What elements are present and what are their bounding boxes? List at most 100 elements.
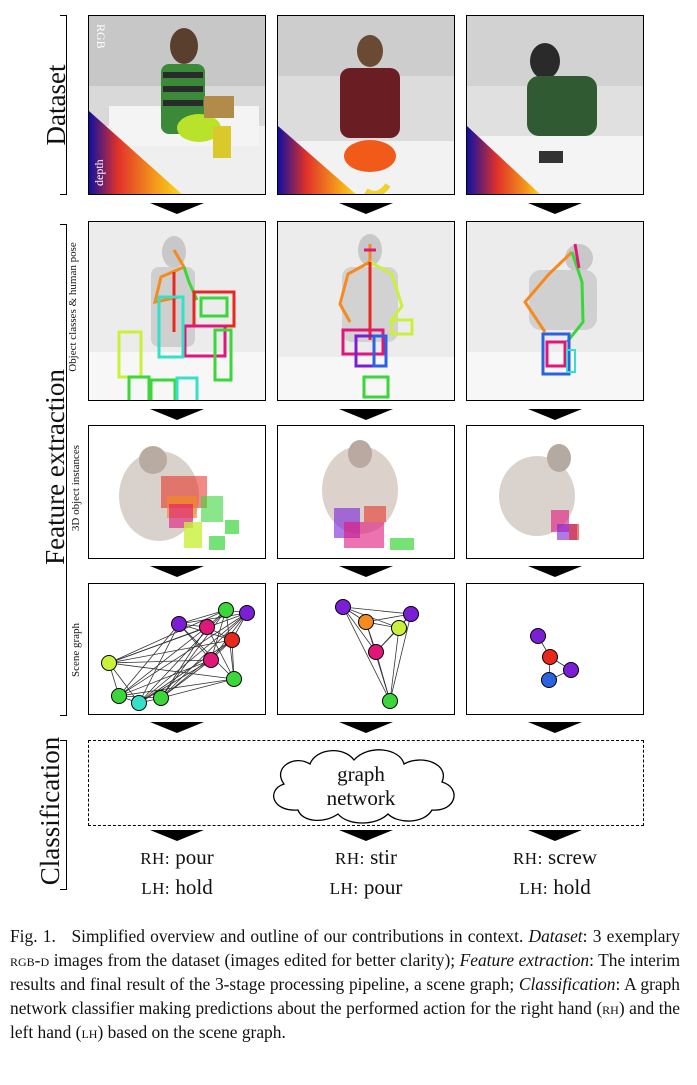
- caption-rgbd: rgb-d: [10, 950, 50, 970]
- instances-image-3: [466, 425, 644, 559]
- graph-node: [131, 695, 147, 711]
- graph-edge: [178, 612, 248, 625]
- rh-tag: RH:: [335, 849, 365, 868]
- arrow-down-icon: [339, 722, 393, 733]
- caption-dataset-text-a: : 3 exemplary: [582, 926, 680, 946]
- graph-edge: [389, 627, 400, 702]
- graph-node: [335, 599, 351, 615]
- dataset-image-2: [277, 15, 455, 195]
- lh-action: pour: [363, 875, 403, 899]
- graph-edge: [342, 606, 377, 653]
- depth-label: depth: [92, 159, 106, 186]
- bracket-dataset: [66, 15, 67, 195]
- row-label-3d-object-instances: 3D object instances: [70, 444, 82, 532]
- arrow-down-icon: [150, 566, 204, 577]
- prediction-3: RH: screw LH: hold: [460, 843, 650, 903]
- graph-edge: [160, 626, 208, 699]
- caption-rh: rh: [602, 998, 619, 1018]
- graph-edge: [118, 678, 235, 697]
- graph-edge: [138, 639, 233, 704]
- graph-node: [199, 619, 215, 635]
- graph-edge: [210, 609, 227, 661]
- arrow-down-icon: [528, 409, 582, 420]
- graph-edge: [160, 678, 235, 699]
- rh-action: screw: [548, 845, 598, 869]
- graph-edge: [160, 612, 248, 699]
- graph-edge: [108, 609, 227, 664]
- arrow-down-icon: [528, 722, 582, 733]
- graph-node: [530, 628, 546, 644]
- rh-tag: RH:: [140, 849, 171, 868]
- scene-graph-1: [88, 583, 266, 715]
- graph-edge: [342, 606, 412, 615]
- graph-edge: [118, 623, 180, 697]
- lh-tag: LH:: [329, 879, 359, 898]
- graph-edge: [118, 612, 248, 697]
- caption-class-text-b: ) and the left hand (: [10, 998, 680, 1042]
- graph-node: [403, 606, 419, 622]
- caption-intro: Simplified overview and outline of our c…: [71, 926, 524, 946]
- instances-image-1: [88, 425, 266, 559]
- rh-tag: RH:: [512, 849, 543, 868]
- arrow-down-icon: [528, 566, 582, 577]
- arrow-down-icon: [339, 203, 393, 214]
- graph-edge: [138, 623, 180, 704]
- graph-edge: [138, 659, 212, 704]
- instances-image-2: [277, 425, 455, 559]
- graph-edge: [108, 626, 208, 664]
- graph-edge: [138, 612, 248, 704]
- graph-edge: [108, 639, 233, 664]
- graph-edge: [108, 662, 235, 680]
- graph-edge: [375, 651, 391, 702]
- dataset-image-3: [466, 15, 644, 195]
- lh-tag: LH:: [519, 879, 549, 898]
- graph-node: [358, 614, 374, 630]
- caption-class-text-c: ) based on the scene graph.: [97, 1022, 286, 1042]
- arrow-down-icon: [528, 203, 582, 214]
- classifier-label: graph network: [306, 762, 416, 810]
- rh-action: stir: [370, 845, 397, 869]
- pose-image-3: [466, 221, 644, 401]
- prediction-1: RH: pour LH: hold: [82, 843, 272, 903]
- caption-feature-text: : The interim results and final result o…: [10, 950, 680, 994]
- arrow-down-icon: [150, 830, 204, 841]
- cloud-icon: [273, 749, 455, 824]
- graph-edge: [342, 606, 391, 702]
- graph-edge: [389, 613, 412, 702]
- graph-edge: [178, 609, 227, 625]
- row-label-object-classes: Object classes & human pose: [67, 242, 79, 372]
- row-label-scene-graph: Scene graph: [70, 622, 82, 678]
- arrow-down-icon: [150, 722, 204, 733]
- caption-lh: lh: [81, 1022, 98, 1042]
- pose-image-1: [88, 221, 266, 401]
- caption-classification-term: Classification: [518, 974, 616, 994]
- bracket-feature-extraction: [66, 224, 67, 716]
- graph-node: [563, 662, 579, 678]
- graph-edge: [178, 623, 212, 661]
- section-label-classification: Classification: [35, 736, 65, 886]
- dataset-image-1: RGB depth: [88, 15, 266, 195]
- graph-node: [382, 693, 398, 709]
- classifier-label-line1: graph: [337, 762, 385, 786]
- graph-edge: [160, 659, 212, 699]
- classifier-box: [88, 740, 644, 826]
- bracket-classification: [66, 740, 67, 890]
- graph-node: [239, 605, 255, 621]
- graph-node: [218, 602, 234, 618]
- graph-node: [153, 690, 169, 706]
- arrow-down-icon: [339, 409, 393, 420]
- lh-action: hold: [175, 875, 213, 899]
- scene-graph-svg-2: [335, 599, 419, 709]
- graph-edge: [118, 659, 212, 697]
- prediction-2: RH: stir LH: pour: [271, 843, 461, 903]
- arrow-down-icon: [150, 409, 204, 420]
- graph-node: [101, 655, 117, 671]
- graph-node: [368, 644, 384, 660]
- graph-node: [203, 652, 219, 668]
- graph-node: [224, 632, 240, 648]
- arrow-down-icon: [528, 830, 582, 841]
- graph-node: [391, 620, 407, 636]
- graph-node: [541, 672, 557, 688]
- scene-graph-2: [277, 583, 455, 715]
- rgb-label: RGB: [94, 24, 108, 49]
